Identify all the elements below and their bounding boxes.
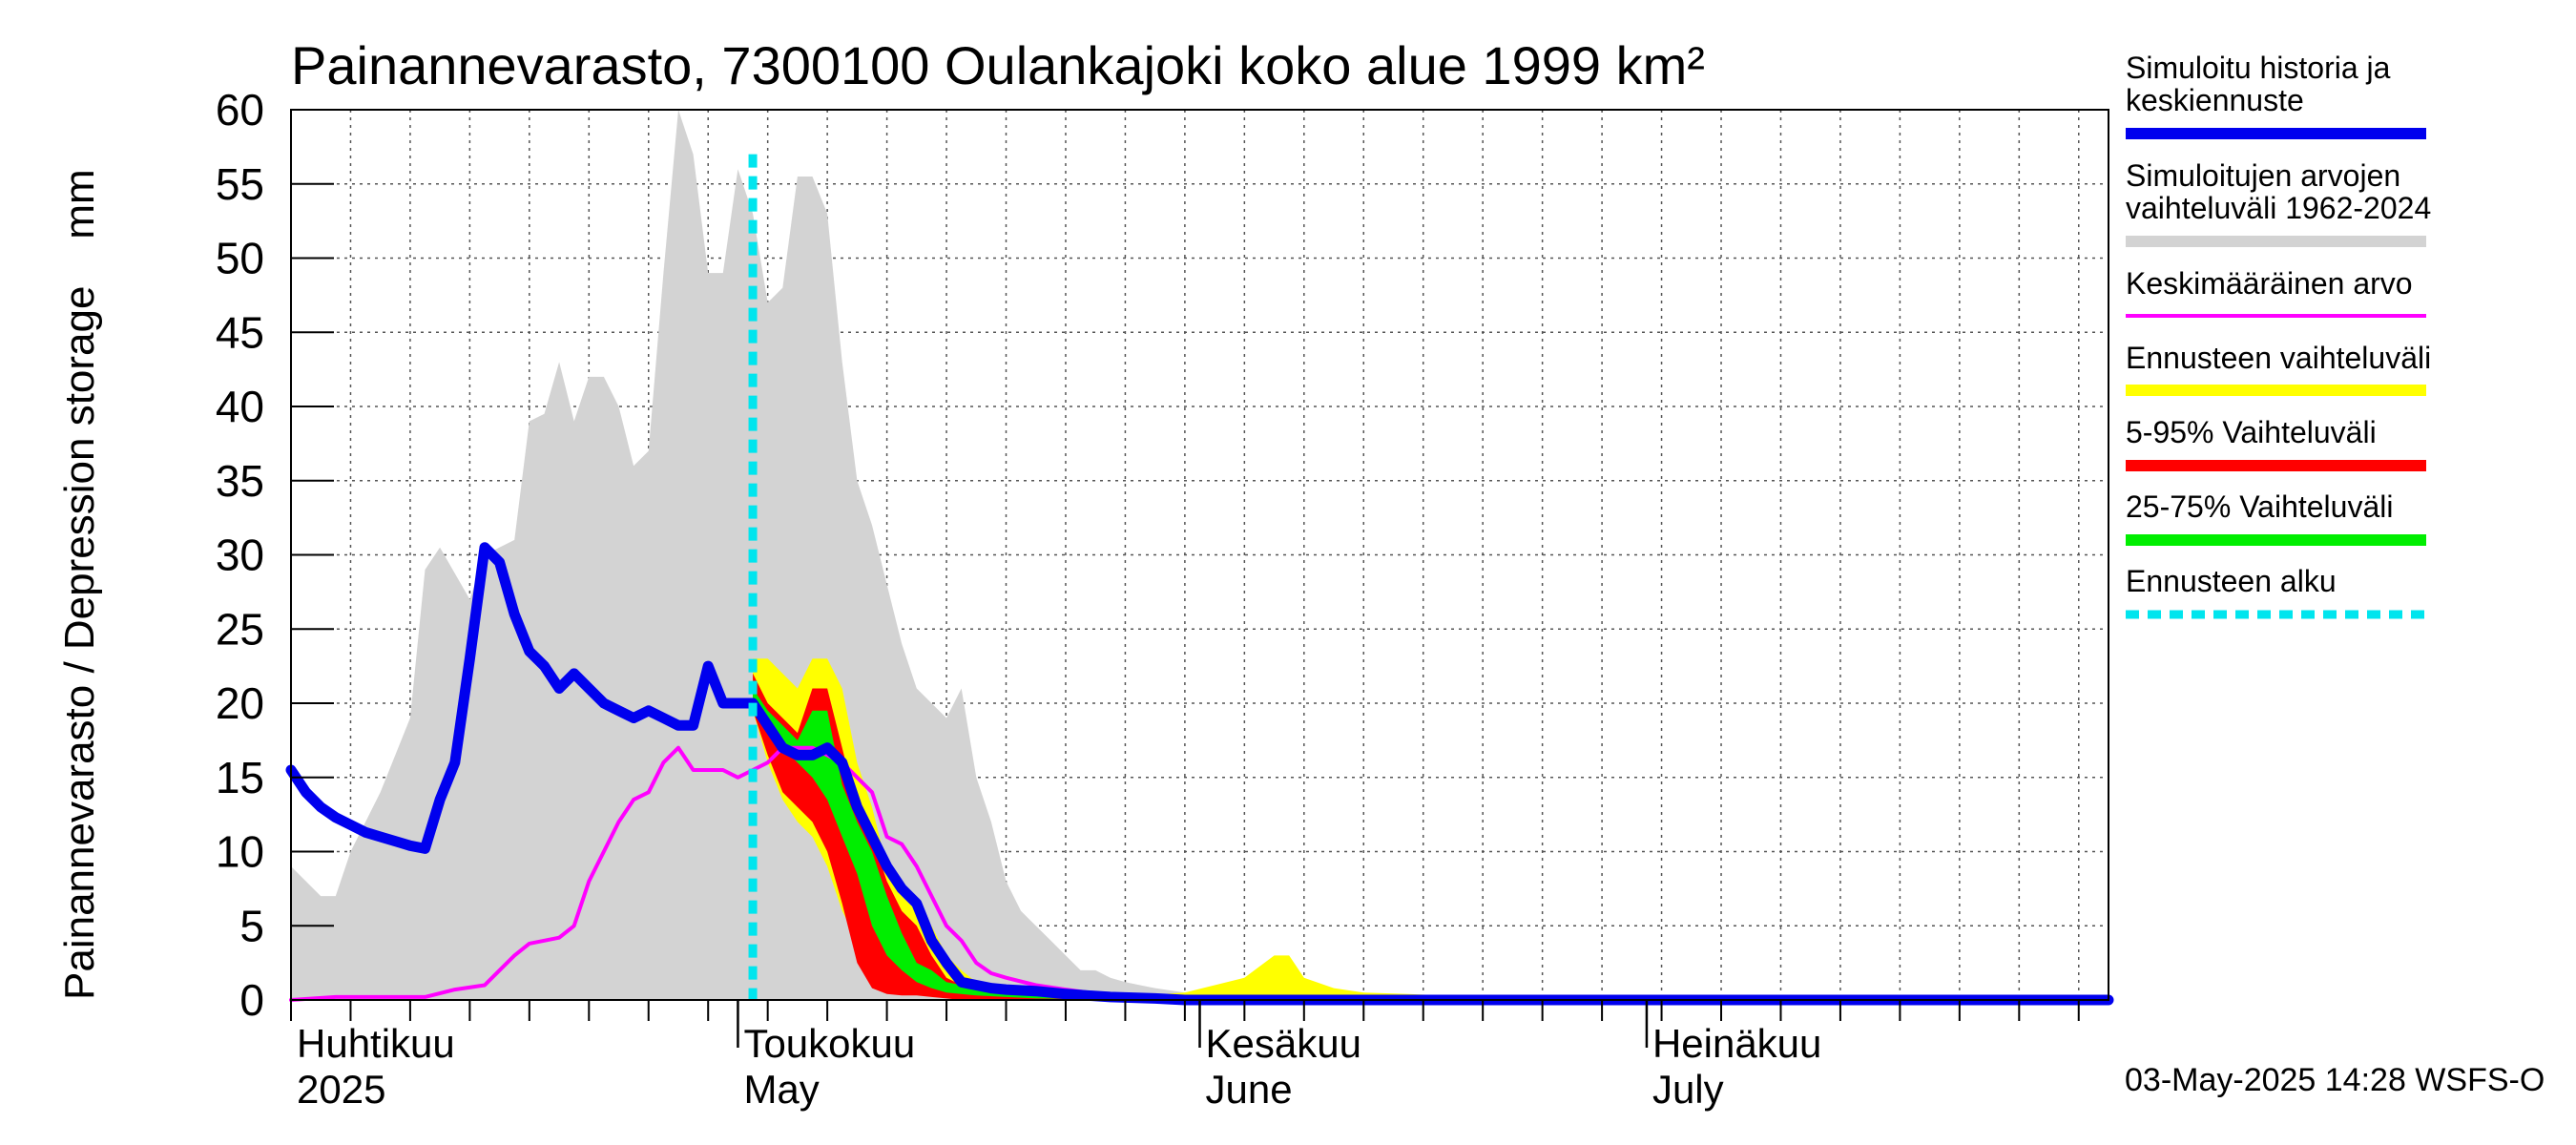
y-tick-label-12: 60 [216, 85, 264, 135]
month-label-fi-0: Huhtikuu [297, 1021, 455, 1066]
band-layer [291, 110, 2109, 1000]
y-tick-label-3: 15 [216, 753, 264, 802]
legend-label-1-1: vaihteluväli 1962-2024 [2126, 191, 2431, 225]
month-label-en-1: May [743, 1067, 819, 1112]
y-tick-label-8: 40 [216, 382, 264, 431]
timestamp: 03-May-2025 14:28 WSFS-O [2125, 1062, 2545, 1098]
chart-title: Painannevarasto, 7300100 Oulankajoki kok… [291, 35, 1705, 95]
month-label-en-2: June [1206, 1067, 1293, 1112]
month-label-fi-3: Heinäkuu [1652, 1021, 1821, 1066]
legend-label-0-0: Simuloitu historia ja [2126, 51, 2391, 85]
month-label-fi-2: Kesäkuu [1206, 1021, 1361, 1066]
y-tick-label-6: 30 [216, 531, 264, 580]
y-tick-label-2: 10 [216, 827, 264, 877]
legend-label-5-0: 25-75% Vaihteluväli [2126, 489, 2393, 524]
legend-label-6-0: Ennusteen alku [2126, 564, 2337, 598]
y-tick-label-4: 20 [216, 678, 264, 728]
band-2 [753, 673, 2109, 1000]
y-tick-label-1: 5 [239, 901, 264, 950]
legend-label-2-0: Keskimääräinen arvo [2126, 266, 2413, 301]
y-tick-label-7: 35 [216, 456, 264, 506]
y-axis: 0 5 10 15 20 25 30 35 40 45 50 55 60 [216, 85, 334, 1025]
series-line-5 [285, 542, 2114, 1006]
legend-label-4-0: 5-95% Vaihteluväli [2126, 415, 2377, 449]
y-tick-label-11: 55 [216, 159, 264, 209]
y-tick-label-9: 45 [216, 307, 264, 357]
band-0 [291, 110, 2109, 1000]
legend-label-3-0: Ennusteen vaihteluväli [2126, 341, 2431, 375]
month-label-en-0: 2025 [297, 1067, 385, 1112]
y-axis-label: Painannevarasto / Depression storage mm [56, 169, 103, 1000]
legend-label-1-0: Simuloitujen arvojen [2126, 158, 2400, 193]
y-tick-label-10: 50 [216, 234, 264, 283]
legend-label-0-1: keskiennuste [2126, 83, 2304, 117]
month-label-en-3: July [1652, 1067, 1724, 1112]
y-tick-label-0: 0 [239, 975, 264, 1025]
month-label-fi-1: Toukokuu [743, 1021, 915, 1066]
y-tick-label-5: 25 [216, 604, 264, 654]
